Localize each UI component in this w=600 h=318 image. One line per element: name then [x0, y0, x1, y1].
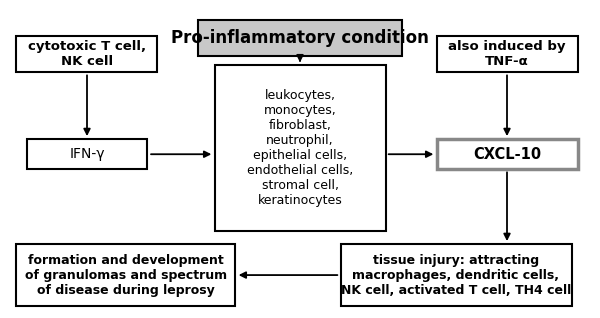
Text: formation and development
of granulomas and spectrum
of disease during leprosy: formation and development of granulomas … — [25, 253, 227, 297]
Text: also induced by
TNF-α: also induced by TNF-α — [448, 40, 566, 68]
Text: IFN-γ: IFN-γ — [69, 147, 105, 161]
FancyBboxPatch shape — [27, 139, 147, 169]
FancyBboxPatch shape — [198, 20, 402, 56]
FancyBboxPatch shape — [437, 36, 577, 72]
FancyBboxPatch shape — [437, 139, 577, 169]
Text: leukocytes,
monocytes,
fibroblast,
neutrophil,
epithelial cells,
endothelial cel: leukocytes, monocytes, fibroblast, neutr… — [247, 89, 353, 207]
Text: tissue injury: attracting
macrophages, dendritic cells,
NK cell, activated T cel: tissue injury: attracting macrophages, d… — [341, 253, 571, 297]
Text: CXCL-10: CXCL-10 — [473, 147, 541, 162]
FancyBboxPatch shape — [341, 244, 571, 306]
FancyBboxPatch shape — [215, 65, 386, 231]
FancyBboxPatch shape — [16, 36, 157, 72]
Text: Pro-inflammatory condition: Pro-inflammatory condition — [171, 29, 429, 47]
FancyBboxPatch shape — [16, 244, 235, 306]
Text: cytotoxic T cell,
NK cell: cytotoxic T cell, NK cell — [28, 40, 146, 68]
